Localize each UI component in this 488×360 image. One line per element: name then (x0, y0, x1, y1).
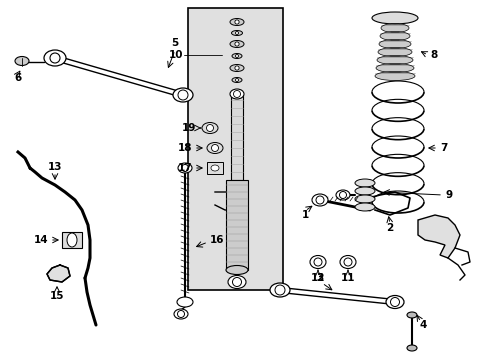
Circle shape (343, 258, 351, 266)
Ellipse shape (229, 18, 244, 26)
Text: 19: 19 (181, 123, 196, 133)
Ellipse shape (377, 48, 411, 57)
Text: 15: 15 (50, 291, 64, 301)
Ellipse shape (229, 64, 244, 72)
Ellipse shape (174, 309, 187, 319)
Ellipse shape (354, 203, 374, 211)
Ellipse shape (378, 40, 410, 49)
Text: 7: 7 (439, 143, 447, 153)
Bar (206, 162, 223, 174)
Circle shape (235, 78, 238, 81)
Ellipse shape (231, 31, 242, 36)
Polygon shape (417, 215, 459, 258)
Circle shape (232, 278, 241, 287)
Ellipse shape (335, 190, 349, 200)
Circle shape (177, 310, 184, 318)
Circle shape (233, 90, 240, 98)
Ellipse shape (354, 187, 374, 195)
Text: 11: 11 (340, 273, 354, 283)
Circle shape (339, 192, 346, 198)
Text: 6: 6 (14, 73, 21, 83)
Ellipse shape (269, 283, 289, 297)
Text: 1: 1 (301, 210, 308, 220)
Ellipse shape (225, 266, 247, 274)
Text: 14: 14 (33, 235, 48, 245)
Ellipse shape (311, 194, 327, 206)
Ellipse shape (385, 296, 403, 309)
Ellipse shape (173, 88, 193, 102)
Text: 12: 12 (310, 273, 325, 283)
Ellipse shape (375, 63, 413, 72)
Ellipse shape (354, 179, 374, 187)
Ellipse shape (406, 345, 416, 351)
Ellipse shape (354, 195, 374, 203)
Ellipse shape (231, 54, 242, 58)
Ellipse shape (227, 275, 245, 288)
Circle shape (313, 258, 321, 266)
Circle shape (234, 20, 239, 24)
Text: 9: 9 (444, 190, 451, 200)
Polygon shape (47, 265, 70, 282)
Circle shape (178, 90, 187, 100)
Circle shape (50, 53, 60, 63)
Ellipse shape (406, 312, 416, 318)
Ellipse shape (309, 256, 325, 269)
Ellipse shape (229, 89, 244, 99)
Text: 8: 8 (429, 50, 436, 60)
Text: 10: 10 (168, 50, 183, 60)
Text: 13: 13 (48, 162, 62, 172)
Text: 4: 4 (418, 320, 426, 330)
Ellipse shape (44, 50, 66, 66)
Circle shape (234, 42, 239, 46)
Circle shape (315, 196, 324, 204)
Text: 5: 5 (171, 38, 178, 48)
Ellipse shape (15, 57, 29, 66)
Ellipse shape (374, 72, 414, 81)
Ellipse shape (210, 165, 219, 171)
Circle shape (235, 31, 238, 35)
Ellipse shape (177, 297, 193, 307)
Ellipse shape (229, 40, 244, 48)
Circle shape (206, 125, 213, 131)
Bar (187, 8, 283, 290)
Circle shape (390, 297, 399, 306)
Ellipse shape (202, 122, 218, 134)
Text: 3: 3 (316, 273, 323, 283)
Ellipse shape (231, 77, 242, 82)
Ellipse shape (178, 163, 192, 173)
Ellipse shape (376, 55, 412, 64)
Bar (225, 180, 247, 270)
Ellipse shape (339, 256, 355, 269)
Bar (230, 95, 243, 180)
Text: 16: 16 (209, 235, 224, 245)
Circle shape (211, 144, 218, 152)
Ellipse shape (379, 31, 409, 40)
Text: 17: 17 (177, 163, 192, 173)
Bar (62, 232, 82, 248)
Ellipse shape (371, 12, 417, 24)
Text: 2: 2 (386, 223, 393, 233)
Ellipse shape (206, 143, 223, 153)
Text: 18: 18 (177, 143, 192, 153)
Ellipse shape (67, 233, 77, 247)
Ellipse shape (380, 23, 408, 32)
Circle shape (274, 285, 285, 295)
Circle shape (181, 165, 188, 171)
Circle shape (235, 54, 238, 58)
Circle shape (234, 66, 239, 70)
